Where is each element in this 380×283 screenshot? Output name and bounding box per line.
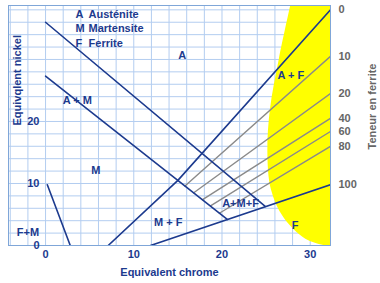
svg-text:30: 30	[304, 248, 316, 260]
svg-text:10: 10	[27, 177, 39, 189]
svg-text:Equivalent chrome: Equivalent chrome	[120, 266, 218, 278]
svg-text:A + M: A + M	[63, 94, 92, 106]
svg-text:Martensite: Martensite	[89, 22, 144, 34]
svg-text:0: 0	[42, 248, 48, 260]
svg-text:A+M+F: A+M+F	[222, 197, 259, 209]
svg-text:10: 10	[339, 50, 351, 62]
svg-text:40: 40	[339, 112, 351, 124]
svg-text:A + F: A + F	[277, 69, 304, 81]
svg-text:10: 10	[128, 248, 140, 260]
svg-text:20: 20	[27, 115, 39, 127]
svg-text:A: A	[178, 49, 186, 61]
svg-text:M: M	[91, 164, 100, 176]
svg-text:20: 20	[216, 248, 228, 260]
svg-text:Ferrite: Ferrite	[89, 37, 123, 49]
svg-text:0: 0	[33, 239, 39, 251]
svg-text:F: F	[76, 37, 83, 49]
svg-text:F+M: F+M	[17, 226, 39, 238]
svg-text:A: A	[76, 8, 84, 20]
svg-text:M + F: M + F	[154, 216, 183, 228]
svg-text:Equivqlent nickel: Equivqlent nickel	[11, 35, 23, 125]
svg-text:Austénite: Austénite	[89, 8, 139, 20]
svg-text:Teneur en ferrite: Teneur en ferrite	[366, 64, 378, 150]
svg-text:F: F	[292, 219, 299, 231]
svg-text:0: 0	[339, 3, 345, 15]
svg-text:100: 100	[339, 178, 357, 190]
svg-text:60: 60	[339, 125, 351, 137]
svg-text:20: 20	[339, 87, 351, 99]
svg-text:M: M	[76, 22, 85, 34]
svg-text:80: 80	[339, 140, 351, 152]
